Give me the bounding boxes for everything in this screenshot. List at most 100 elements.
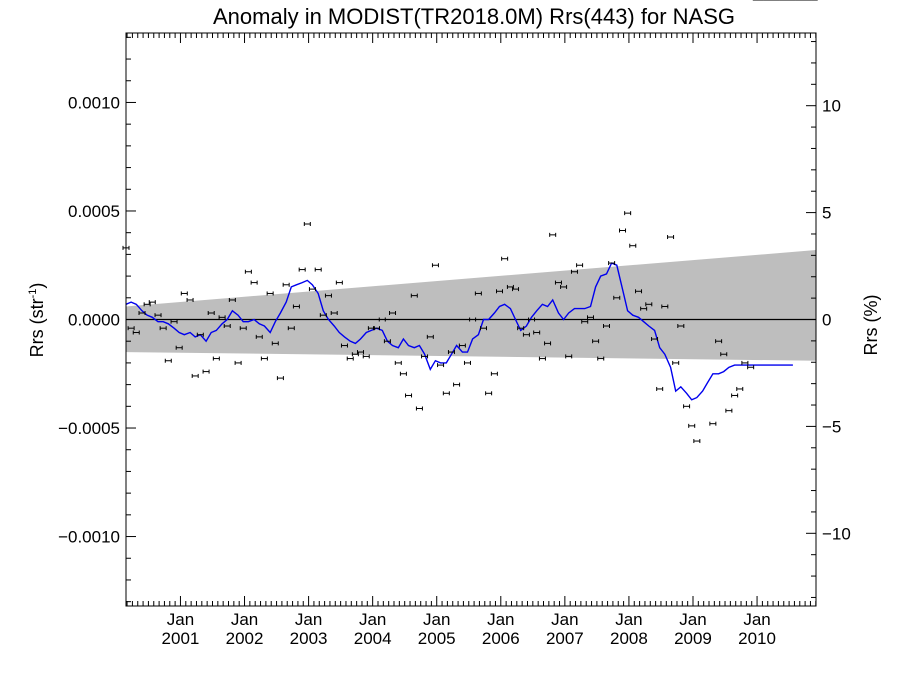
- data-point: [725, 408, 733, 413]
- data-point: [640, 306, 648, 311]
- x-tick-year-label: 2003: [290, 629, 328, 648]
- data-point: [186, 297, 194, 302]
- data-point: [677, 324, 685, 329]
- data-point: [378, 317, 386, 322]
- data-point: [581, 319, 589, 324]
- data-point: [234, 360, 242, 365]
- data-point: [560, 284, 568, 289]
- data-point: [202, 369, 210, 374]
- chart-title: Anomaly in MODIST(TR2018.0M) Rrs(443) fo…: [213, 4, 735, 29]
- data-point: [415, 406, 423, 411]
- data-point: [533, 330, 541, 335]
- data-point: [362, 354, 370, 359]
- x-tick-year-label: 2008: [610, 629, 648, 648]
- data-point: [667, 235, 675, 240]
- y-axis-label-main: Rrs (str: [27, 298, 47, 357]
- data-point: [255, 334, 263, 339]
- data-point: [389, 310, 397, 315]
- data-point: [731, 393, 739, 398]
- data-point: [651, 337, 659, 342]
- x-tick-month-label: Jan: [487, 610, 514, 629]
- data-point: [624, 211, 632, 216]
- y-tick-label: −0.0010: [58, 528, 120, 547]
- x-tick-month-label: Jan: [615, 610, 642, 629]
- data-point: [266, 291, 274, 296]
- y2-tick-label: −5: [822, 417, 841, 436]
- x-tick-year-label: 2010: [738, 629, 776, 648]
- data-point: [469, 317, 477, 322]
- data-point: [271, 341, 279, 346]
- data-points-layer: [122, 0, 818, 444]
- y-tick-label: −0.0005: [58, 419, 120, 438]
- x-tick-year-label: 2005: [418, 629, 456, 648]
- data-point: [340, 343, 348, 348]
- x-tick-year-label: 2001: [162, 629, 200, 648]
- trend-line: [125, 262, 793, 401]
- x-tick-year-label: 2009: [674, 629, 712, 648]
- data-point: [132, 330, 140, 335]
- data-point: [453, 382, 461, 387]
- data-point: [672, 360, 680, 365]
- y2-tick-label: 0: [822, 311, 831, 330]
- data-point: [260, 356, 268, 361]
- x-tick-month-label: Jan: [679, 610, 706, 629]
- data-point: [244, 269, 252, 274]
- y-axis-label-left: Rrs (str-1): [27, 283, 47, 358]
- data-point: [324, 293, 332, 298]
- data-point: [421, 354, 429, 359]
- data-point: [287, 326, 295, 331]
- data-point: [223, 324, 231, 329]
- data-point: [741, 360, 749, 365]
- data-point: [143, 302, 151, 307]
- uncertainty-band-layer: [126, 250, 816, 361]
- data-point: [426, 334, 434, 339]
- x-axis: Jan2001Jan2002Jan2003Jan2004Jan2005Jan20…: [126, 33, 817, 648]
- x-tick-month-label: Jan: [423, 610, 450, 629]
- data-point: [463, 360, 471, 365]
- data-point: [629, 243, 637, 248]
- data-point: [335, 280, 343, 285]
- y-tick-label: 0.0000: [68, 311, 120, 330]
- data-point: [635, 289, 643, 294]
- data-point: [619, 228, 627, 233]
- data-point: [175, 345, 183, 350]
- data-point: [298, 267, 306, 272]
- data-point: [148, 300, 156, 305]
- y-axis-label-right: Rrs (%): [861, 295, 881, 356]
- data-point: [709, 421, 717, 426]
- data-point: [373, 326, 381, 331]
- data-point: [346, 356, 354, 361]
- data-point: [506, 284, 514, 289]
- data-point: [154, 313, 162, 318]
- data-point: [528, 317, 536, 322]
- data-point: [576, 263, 584, 268]
- data-point: [180, 291, 188, 296]
- data-point: [218, 315, 226, 320]
- data-point: [330, 310, 338, 315]
- data-point: [276, 376, 284, 381]
- y2-tick-label: 10: [822, 97, 841, 116]
- data-point: [212, 356, 220, 361]
- data-point: [319, 313, 327, 318]
- data-point: [715, 339, 723, 344]
- trend-line-layer: [125, 262, 793, 401]
- y-tick-label: 0.0005: [68, 202, 120, 221]
- data-point: [544, 341, 552, 346]
- x-tick-year-label: 2004: [354, 629, 392, 648]
- data-point: [501, 256, 509, 261]
- x-tick-month-label: Jan: [743, 610, 770, 629]
- data-point: [603, 324, 611, 329]
- data-point: [720, 352, 728, 357]
- data-point: [613, 295, 621, 300]
- x-tick-year-label: 2002: [226, 629, 264, 648]
- data-point: [586, 315, 594, 320]
- data-point: [314, 267, 322, 272]
- y-axis-left: 0.0010 0.0005 0.0000 −0.0005 −0.0010: [58, 36, 136, 603]
- data-point: [431, 263, 439, 268]
- data-point: [479, 326, 487, 331]
- data-point: [282, 282, 290, 287]
- data-point: [554, 280, 562, 285]
- y-axis-label-superscript: -1: [27, 289, 39, 299]
- data-point: [474, 291, 482, 296]
